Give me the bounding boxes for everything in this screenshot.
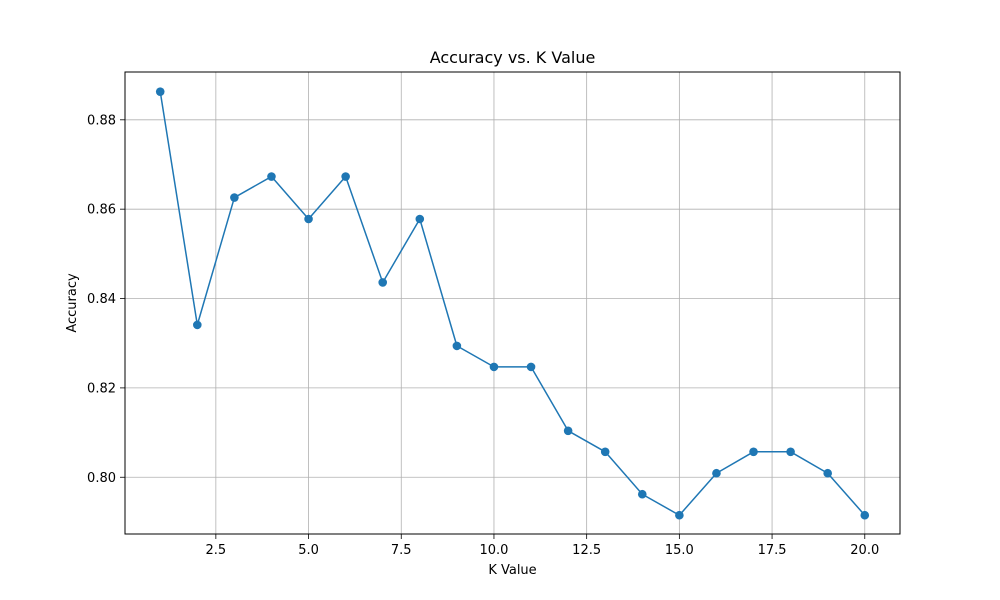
y-tick-label: 0.82 bbox=[87, 381, 116, 396]
x-tick-label: 10.0 bbox=[479, 543, 508, 558]
data-point bbox=[675, 510, 684, 520]
data-point bbox=[489, 362, 499, 372]
y-tick-label: 0.88 bbox=[87, 113, 116, 128]
series-layer bbox=[155, 87, 870, 520]
data-point bbox=[230, 193, 239, 202]
x-tick-label: 5.0 bbox=[298, 543, 319, 558]
x-tick-label: 12.5 bbox=[572, 543, 601, 558]
data-point bbox=[712, 468, 721, 478]
accuracy-series-line bbox=[159, 91, 866, 516]
x-tick-label: 17.5 bbox=[758, 543, 787, 558]
chart-title: Accuracy vs. K Value bbox=[430, 48, 596, 67]
data-point bbox=[341, 172, 350, 181]
plot-frame bbox=[124, 71, 901, 535]
data-point bbox=[267, 172, 276, 181]
grid bbox=[125, 72, 900, 534]
data-point bbox=[600, 447, 610, 457]
data-point bbox=[526, 362, 536, 372]
x-tick-label: 7.5 bbox=[391, 543, 412, 558]
data-point bbox=[860, 510, 870, 520]
x-tick-label: 20.0 bbox=[850, 543, 879, 558]
x-axis-title: K Value bbox=[488, 563, 536, 578]
data-point bbox=[563, 426, 573, 436]
data-point bbox=[637, 489, 647, 499]
data-point bbox=[304, 214, 313, 224]
data-point bbox=[155, 87, 165, 96]
y-tick-label: 0.84 bbox=[87, 292, 116, 307]
data-point bbox=[415, 214, 425, 224]
ticks: 2.5 5.0 7.5 10.0 12.5 15.0 17.5 20.0 0.80 0.82 0.8… bbox=[87, 113, 879, 558]
x-tick-label: 2.5 bbox=[206, 543, 227, 558]
y-tick-label: 0.80 bbox=[87, 471, 116, 486]
data-point bbox=[452, 341, 462, 351]
y-tick-label: 0.86 bbox=[87, 203, 116, 218]
data-point bbox=[193, 320, 202, 330]
data-point bbox=[786, 447, 795, 457]
data-point bbox=[823, 468, 832, 478]
data-point bbox=[749, 447, 758, 457]
y-axis-title: Accuracy bbox=[65, 273, 80, 333]
x-tick-label: 15.0 bbox=[665, 543, 694, 558]
data-point bbox=[378, 278, 388, 287]
